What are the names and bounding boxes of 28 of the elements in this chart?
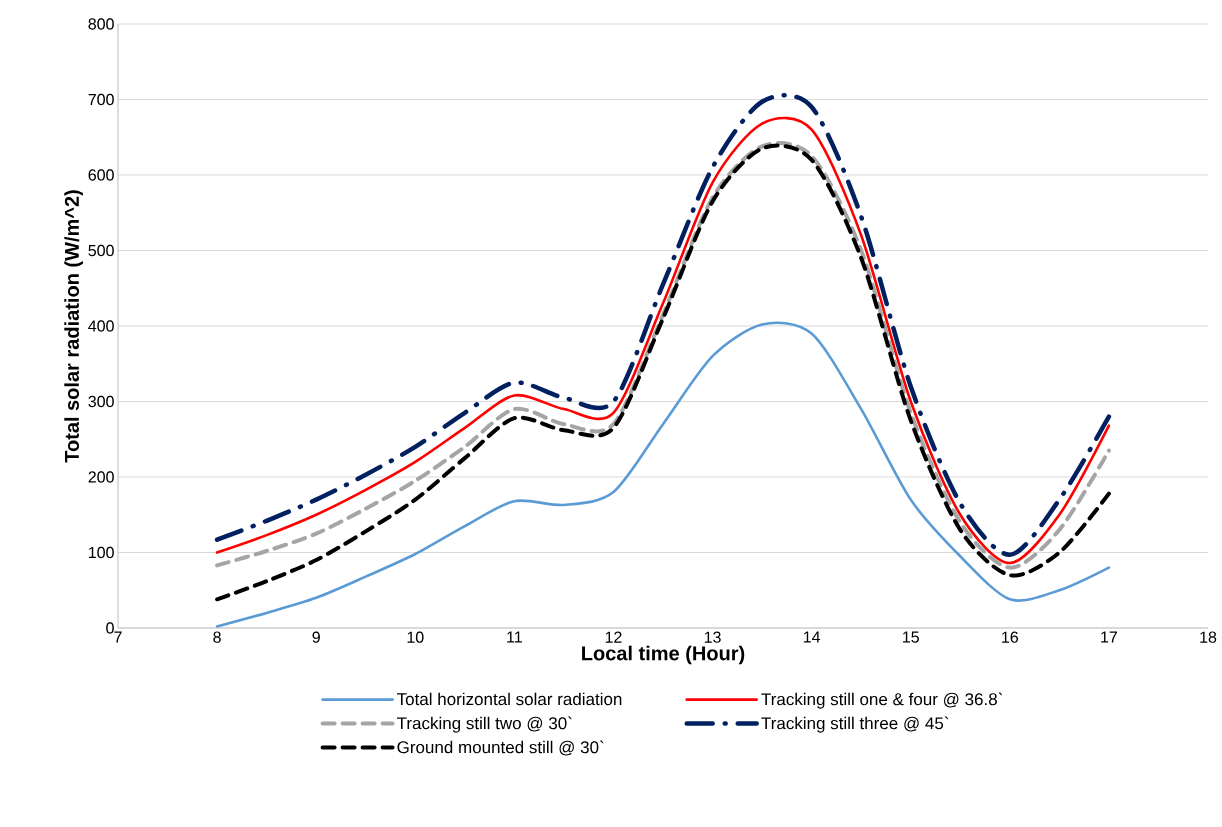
y-tick-label: 400 [88, 320, 114, 332]
x-tick-label: 13 [704, 631, 721, 643]
y-tick-label: 100 [89, 546, 114, 559]
x-tick-label: 18 [1200, 631, 1217, 643]
y-tick-label: 300 [88, 395, 114, 408]
legend-label: Tracking still one & four @ 36.8` [761, 692, 1003, 709]
x-tick-label: 15 [903, 631, 919, 643]
y-tick-label: 800 [88, 18, 114, 30]
x-tick-label: 7 [114, 631, 122, 643]
y-axis-title: Total solar radiation (W/m^2) [64, 190, 83, 463]
x-tick-label: 12 [605, 631, 622, 643]
legend-label: Ground mounted still @ 30` [397, 740, 604, 756]
y-tick-label: 700 [88, 93, 114, 106]
legend-label: Tracking still two @ 30` [396, 716, 572, 733]
x-tick-label: 10 [407, 631, 424, 643]
x-tick-label: 9 [312, 631, 320, 643]
x-axis-title: Local time (Hour) [582, 645, 745, 665]
y-tick-label: 500 [88, 244, 114, 257]
x-tick-label: 16 [1002, 631, 1019, 643]
x-tick-label: 17 [1101, 631, 1117, 643]
legend-label: Total horizontal solar radiation [396, 692, 622, 706]
y-tick-label: 600 [88, 169, 114, 181]
x-tick-label: 11 [507, 631, 522, 643]
y-tick-label: 0 [106, 622, 114, 634]
x-tick-label: 8 [213, 631, 221, 643]
y-tick-label: 200 [88, 471, 114, 483]
x-tick-label: 14 [803, 631, 821, 643]
legend-label: Tracking still three @ 45` [761, 716, 949, 733]
